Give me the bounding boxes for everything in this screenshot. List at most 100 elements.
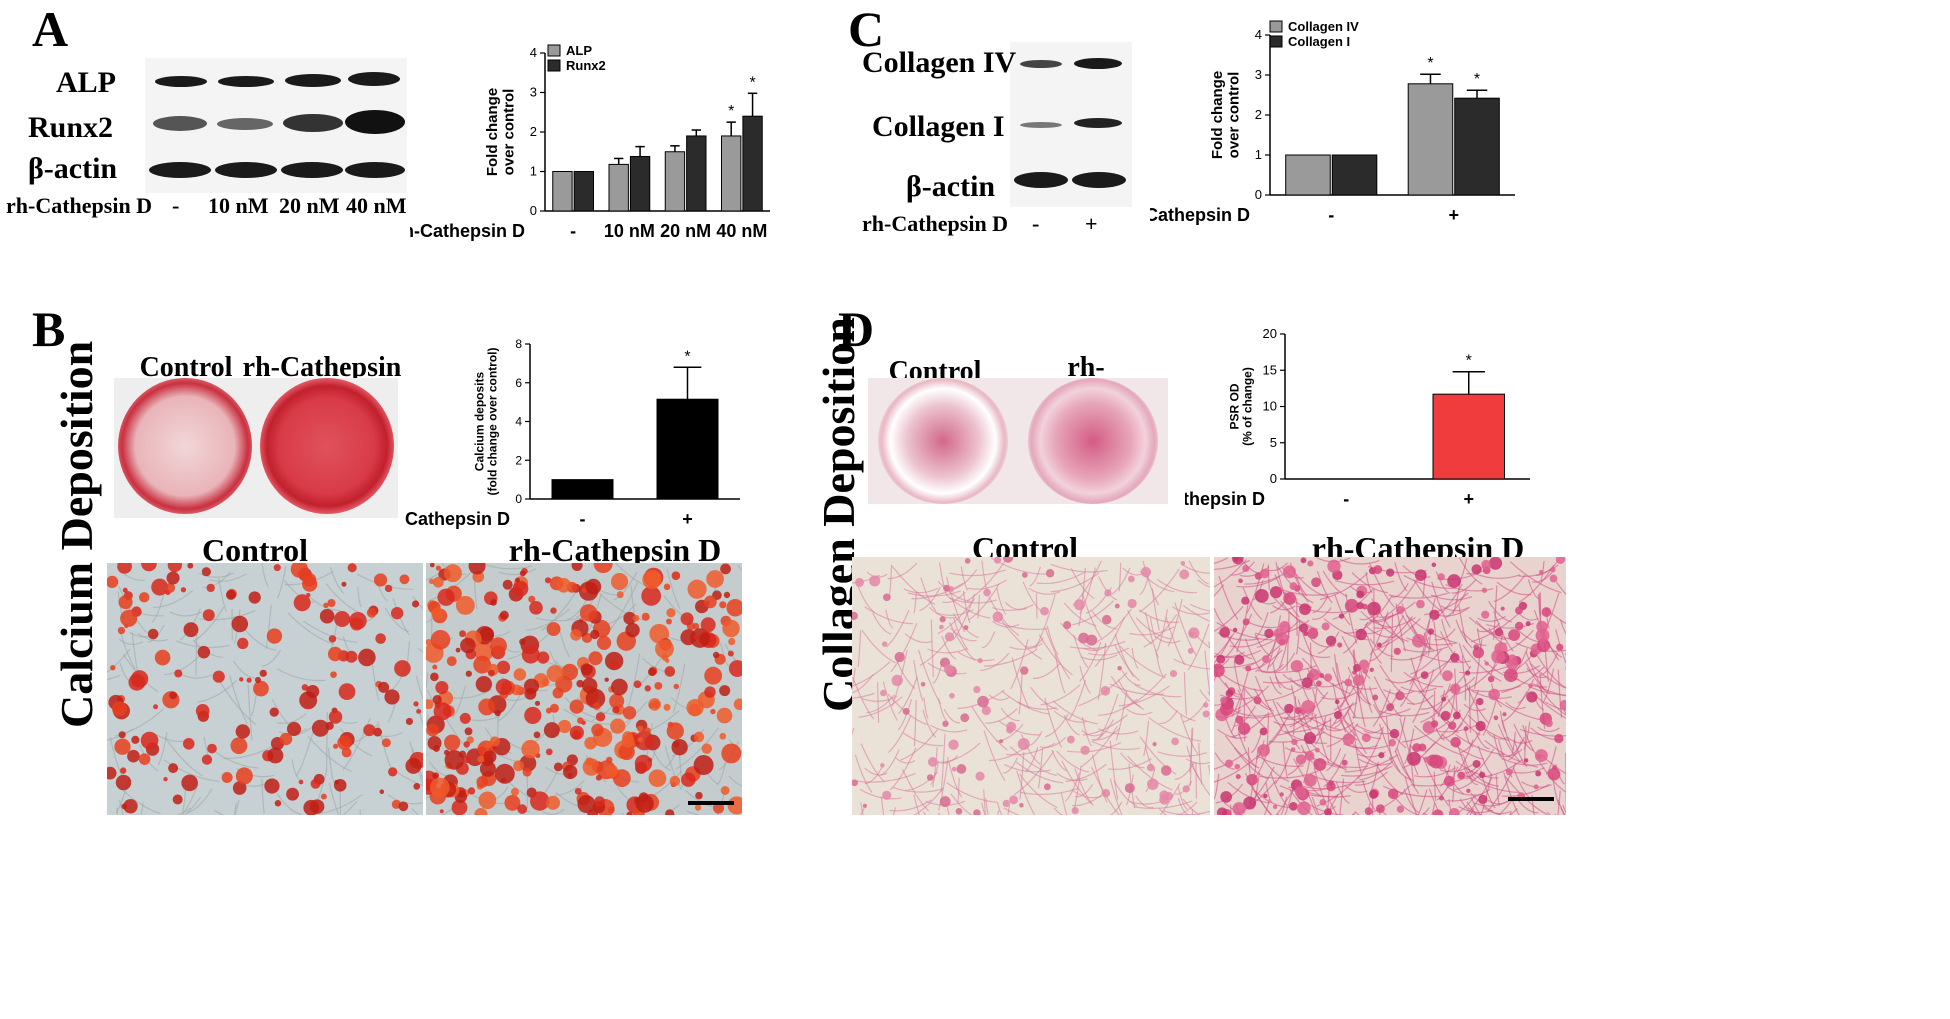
blot-label-alp: ALP	[56, 66, 116, 99]
legend-label: ALP	[566, 43, 592, 58]
bar-chart-c: 0 1 2 3 4 Fold changeover control - * * + rh-Cathe…	[1150, 19, 1515, 225]
y-tick-label: 0	[1255, 187, 1262, 202]
treatment-label-a: rh-Cathepsin D	[6, 193, 153, 218]
y-tick-label: 1	[1255, 147, 1262, 162]
y-tick-label: 5	[1270, 435, 1277, 450]
well-plate-photo-calcium	[114, 378, 398, 518]
lane-label: -	[172, 193, 180, 218]
blot-label-collagen-i: Collagen I	[872, 110, 1005, 143]
category-label: 10 nM	[604, 221, 655, 241]
legend-label: Collagen I	[1288, 34, 1350, 49]
blot-label-beta-actin: β-actin	[28, 152, 118, 185]
legend-swatch	[1269, 35, 1283, 48]
y-tick-label: 2	[515, 453, 522, 467]
bar-chart-d: 0 5 10 15 20 PSR OD(% of change) - * + rh-Catheps…	[1185, 326, 1530, 509]
micrograph-calcium-control	[107, 563, 423, 815]
bar	[1407, 83, 1454, 196]
panel-letter-c: C	[848, 1, 885, 57]
y-axis-label: PSR OD(% of change)	[1227, 367, 1254, 446]
category-axis-label: rh-Cathepsin D	[410, 221, 525, 241]
scale-bar	[1508, 797, 1554, 801]
bar	[608, 163, 629, 212]
legend-swatch	[1269, 20, 1283, 33]
y-axis-label: Calcium deposits(fold change over contro…	[472, 347, 499, 495]
panel-letter-d: D	[838, 301, 875, 357]
y-tick-label: 0	[530, 203, 537, 218]
y-axis-label: Fold changeover control	[1209, 71, 1243, 159]
significance-marker: *	[1466, 353, 1472, 370]
y-tick-label: 2	[530, 124, 537, 139]
bar	[664, 151, 686, 212]
bar	[1432, 393, 1505, 480]
micrograph-collagen-treatment	[1214, 557, 1566, 815]
section-title-calcium-deposition: Calcium Deposition	[51, 340, 102, 728]
y-tick-label: 1	[530, 164, 537, 179]
y-tick-label: 4	[1255, 27, 1262, 42]
micro-label-treatment: rh-Cathepsin D	[508, 532, 722, 568]
y-tick-label: 0	[1270, 471, 1277, 486]
y-tick-label: 6	[515, 376, 522, 390]
well-plate-photo-collagen	[868, 378, 1168, 504]
y-tick-label: 20	[1263, 326, 1277, 341]
lane-label: +	[1085, 211, 1098, 236]
panel-letter-b: B	[32, 301, 66, 357]
category-axis-label: rh-Cathepsin D	[405, 509, 510, 529]
bar	[1285, 154, 1331, 196]
treatment-label-c: rh-Cathepsin D	[862, 211, 1009, 236]
western-blot-c	[1010, 42, 1132, 207]
bar	[1331, 154, 1378, 196]
bar	[551, 479, 614, 500]
bar-chart-b: 0 2 4 6 8 Calcium deposits(fold change over c…	[405, 337, 740, 529]
lane-label: 10 nM	[208, 193, 269, 218]
lane-label: 40 nM	[346, 193, 407, 218]
bar	[629, 155, 651, 212]
category-label: -	[580, 509, 586, 529]
y-tick-label: 8	[515, 337, 522, 351]
significance-marker: *	[728, 103, 734, 120]
y-tick-label: 2	[1255, 107, 1262, 122]
micrograph-calcium-treatment	[426, 563, 742, 815]
blot-label-collagen-iv: Collagen IV	[862, 46, 1017, 79]
micro-label-control: Control	[201, 532, 309, 568]
significance-marker: *	[684, 348, 690, 365]
category-label: -	[570, 221, 576, 241]
bar	[686, 135, 707, 212]
category-label: 40 nM	[716, 221, 767, 241]
legend-swatch	[547, 44, 561, 57]
y-tick-label: 3	[1255, 67, 1262, 82]
y-tick-label: 15	[1263, 362, 1277, 377]
micrograph-collagen-control	[852, 557, 1210, 815]
bar	[552, 171, 573, 212]
category-axis-label: rh-Cathepsin D	[1150, 205, 1250, 225]
category-label: +	[682, 509, 693, 529]
y-tick-label: 3	[530, 85, 537, 100]
western-blot-a	[145, 58, 407, 193]
y-tick-label: 10	[1263, 399, 1277, 414]
bar	[721, 135, 742, 212]
lane-label: 20 nM	[279, 193, 340, 218]
category-label: +	[1463, 489, 1474, 509]
category-axis-label: rh-Cathepsin D	[1185, 489, 1265, 509]
legend-label: Collagen IV	[1288, 19, 1359, 34]
blot-label-runx2: Runx2	[28, 111, 114, 144]
lane-label: -	[1032, 211, 1040, 236]
y-tick-label: 4	[515, 415, 522, 429]
bar-chart-a: 0 1 2 3 4 Fold changeover control - 10 nM 20 nM *…	[410, 43, 770, 241]
category-label: -	[1328, 205, 1334, 225]
category-label: +	[1448, 205, 1459, 225]
bar	[742, 115, 763, 212]
bar	[573, 171, 594, 212]
significance-marker: *	[1474, 71, 1480, 88]
y-tick-label: 0	[515, 492, 522, 506]
blot-label-beta-actin: β-actin	[906, 170, 996, 203]
scale-bar	[688, 801, 734, 805]
y-axis-label: Fold changeover control	[484, 88, 518, 176]
bar	[656, 398, 719, 500]
significance-marker: *	[1427, 55, 1433, 72]
category-label: -	[1343, 489, 1349, 509]
bar	[1454, 97, 1500, 196]
category-label: 20 nM	[660, 221, 711, 241]
panel-letter-a: A	[32, 1, 69, 57]
legend-label: Runx2	[566, 58, 606, 73]
y-tick-label: 4	[530, 45, 537, 60]
